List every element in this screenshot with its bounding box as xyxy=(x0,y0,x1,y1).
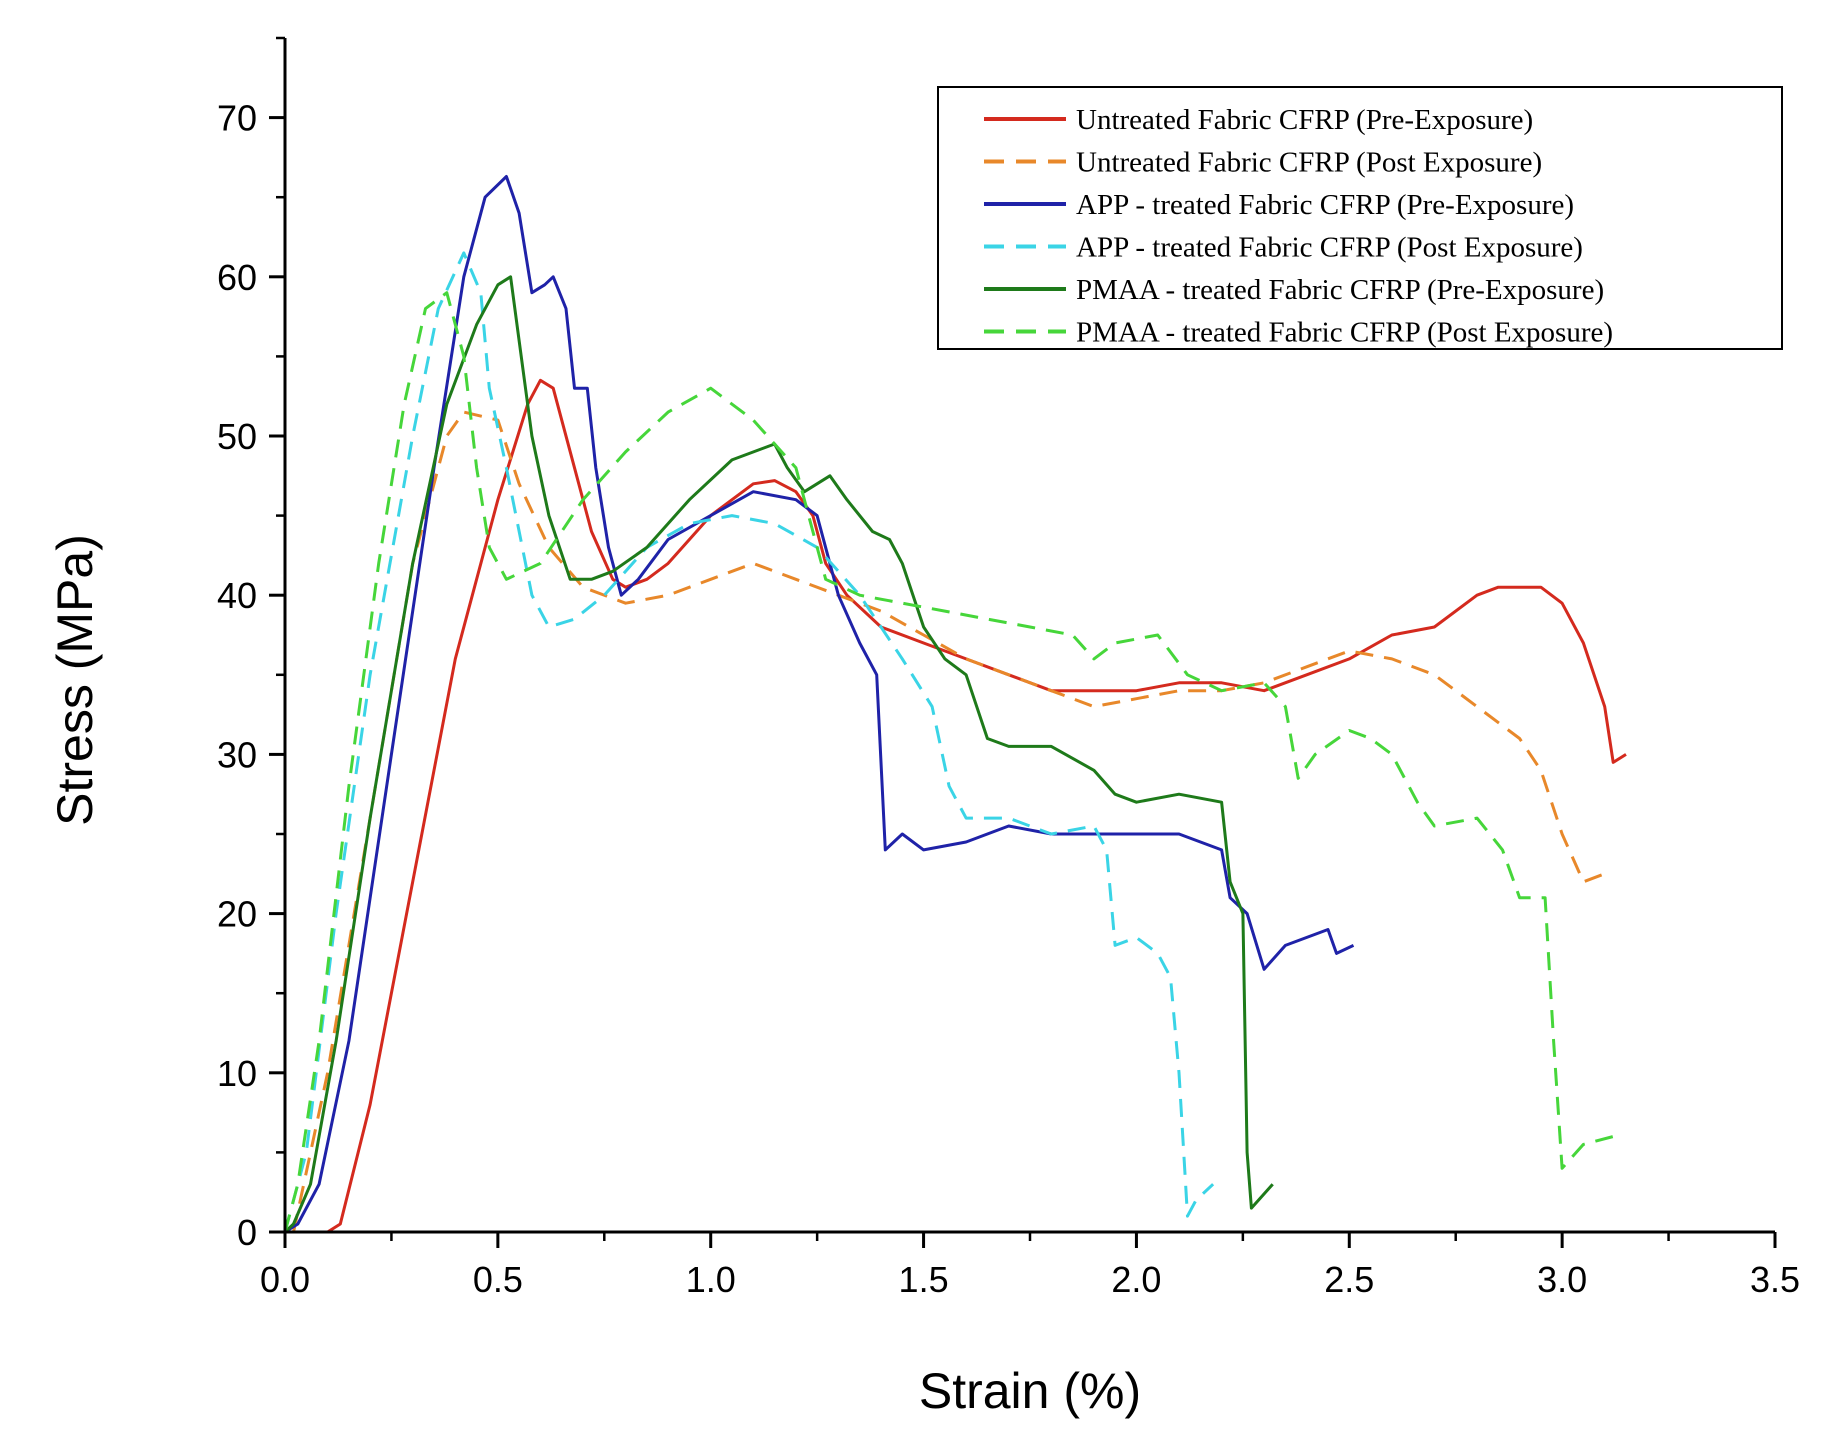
x-tick-label: 3.5 xyxy=(1750,1259,1800,1300)
x-tick-label: 0.5 xyxy=(473,1259,523,1300)
series-line-1 xyxy=(326,378,1627,1234)
series-line-2 xyxy=(292,410,1606,1233)
y-tick-label: 60 xyxy=(217,257,257,298)
series-line-6 xyxy=(283,291,1614,1233)
legend-label: APP - treated Fabric CFRP (Post Exposure… xyxy=(1076,232,1583,264)
legend-label: PMAA - treated Fabric CFRP (Pre-Exposure… xyxy=(1076,274,1604,306)
legend-label: Untreated Fabric CFRP (Post Exposure) xyxy=(1076,147,1542,179)
y-tick-label: 50 xyxy=(217,416,257,457)
series-layer xyxy=(283,175,1627,1234)
x-tick-label: 3.0 xyxy=(1537,1259,1587,1300)
x-tick-label: 2.5 xyxy=(1324,1259,1374,1300)
y-tick-label: 40 xyxy=(217,575,257,616)
series-line-5 xyxy=(283,275,1274,1234)
legend-box xyxy=(937,86,1783,350)
axes-layer: 0.0 0.5 1.0 1.5 2.0 2.5 3.0 3.5 0 10 20 30 40 50 60 70 xyxy=(217,36,1800,1300)
y-tick-label: 30 xyxy=(217,734,257,775)
y-tick-label: 70 xyxy=(217,98,257,139)
x-tick-label: 1.0 xyxy=(686,1259,736,1300)
x-tick-label: 0.0 xyxy=(260,1259,310,1300)
legend-label: PMAA - treated Fabric CFRP (Post Exposur… xyxy=(1076,317,1613,349)
legend-label: APP - treated Fabric CFRP (Pre-Exposure) xyxy=(1076,189,1574,221)
legend: Untreated Fabric CFRP (Pre-Exposure) Untr… xyxy=(937,86,1783,350)
x-tick-label: 2.0 xyxy=(1111,1259,1161,1300)
y-tick-label: 10 xyxy=(217,1053,257,1094)
legend-label: Untreated Fabric CFRP (Pre-Exposure) xyxy=(1076,104,1533,136)
y-axis-title: Stress (MPa) xyxy=(47,534,103,826)
x-axis-title: Strain (%) xyxy=(919,1363,1141,1419)
x-tick-label: 1.5 xyxy=(899,1259,949,1300)
series-line-4 xyxy=(283,251,1215,1233)
y-tick-label: 0 xyxy=(237,1212,257,1253)
y-tick-label: 20 xyxy=(217,894,257,935)
series-line-3 xyxy=(284,175,1355,1234)
